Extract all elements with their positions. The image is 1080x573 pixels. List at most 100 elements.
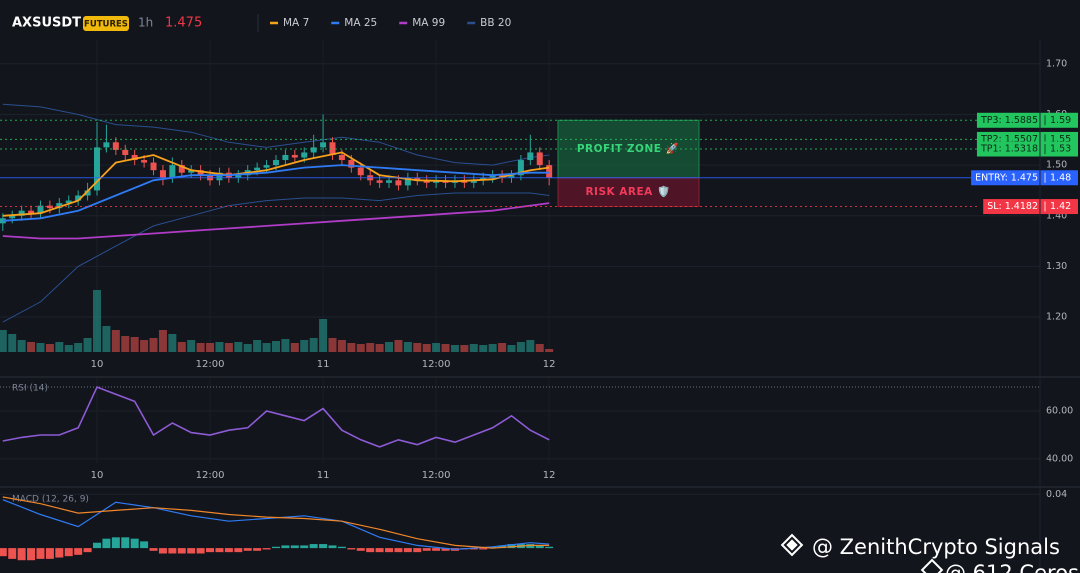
volume-bar xyxy=(168,334,177,352)
histogram-bar xyxy=(488,546,497,549)
candle-body xyxy=(150,162,157,171)
candle-body xyxy=(329,142,336,155)
volume-bar xyxy=(158,330,167,352)
legend-label: MA 25 xyxy=(344,17,377,29)
volume-bar xyxy=(27,342,36,352)
x-tick-label: 11 xyxy=(317,359,330,370)
histogram-bar xyxy=(64,548,73,557)
histogram-bar xyxy=(102,538,111,549)
histogram-bar xyxy=(140,541,149,549)
y-tick-label: 0.04 xyxy=(1046,489,1067,500)
timeframe: 1h xyxy=(138,16,153,30)
candle-body xyxy=(18,210,25,216)
watermark: @ 612 Ceros xyxy=(945,561,1079,573)
badge: FUTURES xyxy=(84,20,128,30)
candle-body xyxy=(122,149,129,155)
level-tag-bg xyxy=(983,199,1078,215)
volume-bar xyxy=(498,343,507,352)
candle-body xyxy=(386,180,393,183)
histogram-bar xyxy=(177,548,186,554)
histogram-bar xyxy=(74,548,83,555)
candle-body xyxy=(489,175,496,178)
histogram-bar xyxy=(309,544,318,549)
histogram-bar xyxy=(36,548,45,559)
level-tag-bg xyxy=(976,112,1078,128)
volume-bar xyxy=(8,334,17,352)
volume-bar xyxy=(450,345,459,352)
candle-body xyxy=(159,170,166,178)
histogram-bar xyxy=(262,548,271,550)
volume-bar xyxy=(111,330,120,352)
histogram-bar xyxy=(337,546,346,549)
volume-bar xyxy=(253,340,262,352)
candle-body xyxy=(272,160,279,166)
candle-body xyxy=(216,172,223,181)
histogram-bar xyxy=(441,548,450,551)
histogram-bar xyxy=(507,544,516,549)
y-tick-label: 1.30 xyxy=(1046,261,1067,272)
volume-bar xyxy=(413,343,422,352)
x-tick-label: 12:00 xyxy=(422,359,451,370)
volume-bar xyxy=(432,343,441,352)
histogram-bar xyxy=(413,548,422,553)
rsi-line xyxy=(2,386,550,448)
level-tag: ENTRY: 1.475 xyxy=(975,172,1038,183)
histogram-bar xyxy=(422,548,431,551)
ma-line xyxy=(2,202,550,240)
histogram-bar xyxy=(215,548,224,553)
x-tick-label: 12:00 xyxy=(196,470,225,481)
volume-bar xyxy=(17,340,26,352)
level-tag: TP2: 1.5507 xyxy=(980,134,1038,145)
volume-bar xyxy=(422,344,431,352)
volume-bar xyxy=(375,344,384,352)
histogram-bar xyxy=(111,537,120,549)
x-tick-label: 12:00 xyxy=(422,470,451,481)
bb-upper xyxy=(2,103,550,166)
histogram-bar xyxy=(27,548,36,561)
volume-bar xyxy=(319,319,328,352)
candle-body xyxy=(301,152,308,158)
ma-line xyxy=(2,151,550,217)
level-tag-bg xyxy=(971,170,1078,186)
volume-bar xyxy=(36,343,45,352)
badge-bg xyxy=(83,16,129,31)
candle-body xyxy=(103,142,110,148)
y-tick-label: 60.00 xyxy=(1046,406,1073,417)
histogram-bar xyxy=(319,544,328,549)
y-tick-label: 1.40 xyxy=(1046,210,1067,221)
histogram-bar xyxy=(168,548,177,554)
volume-bar xyxy=(45,344,54,352)
histogram-bar xyxy=(196,548,205,554)
volume-bar xyxy=(196,343,205,352)
candle-body xyxy=(310,147,317,153)
histogram-bar xyxy=(385,548,394,553)
histogram-bar xyxy=(0,548,7,557)
legend-label: MA 7 xyxy=(283,17,309,29)
bb-lower xyxy=(2,192,550,323)
histogram-bar xyxy=(347,548,356,550)
candle-body xyxy=(338,154,345,161)
histogram-bar xyxy=(526,544,535,549)
candle-body xyxy=(56,203,63,209)
candle-body xyxy=(254,167,261,171)
watermark: @ ZenithCrypto Signals xyxy=(812,535,1060,559)
volume-bar xyxy=(215,342,224,352)
y-tick-label: 1.50 xyxy=(1046,160,1067,171)
histogram-bar xyxy=(366,548,375,553)
candle-body xyxy=(169,165,176,178)
volume-bar xyxy=(187,340,196,352)
candle-body xyxy=(282,154,289,161)
candle-body xyxy=(536,152,543,166)
candle-body xyxy=(178,165,185,173)
histogram-bar xyxy=(8,548,17,559)
histogram-bar xyxy=(17,548,26,561)
candle-body xyxy=(320,142,327,148)
volume-bar xyxy=(224,343,233,352)
histogram-bar xyxy=(328,545,337,549)
volume-bar xyxy=(347,343,356,352)
histogram-bar xyxy=(498,545,507,549)
volume-bar xyxy=(83,338,92,352)
volume-bar xyxy=(356,344,365,352)
histogram-bar xyxy=(55,548,64,558)
